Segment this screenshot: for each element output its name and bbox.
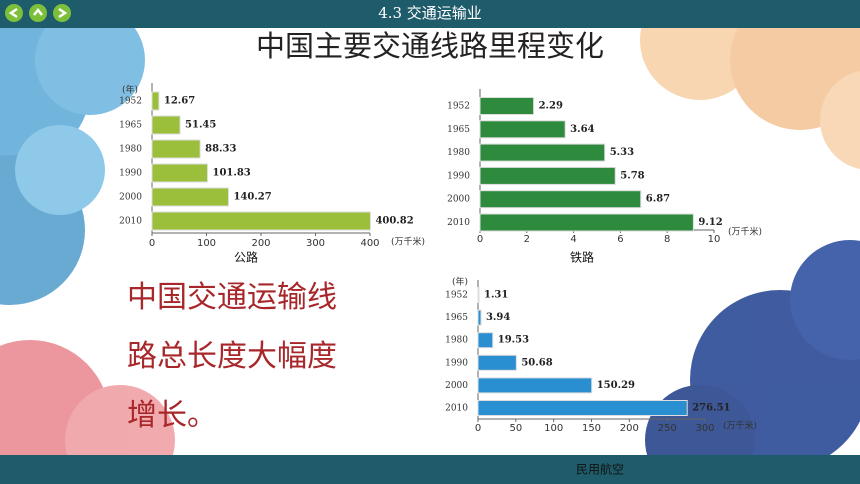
nav-home[interactable] [29,4,47,22]
y-tick-label: 1952 [445,291,468,301]
value-label: 2.29 [539,101,563,112]
value-label: 6.87 [646,194,670,205]
bar [479,213,694,232]
value-label: 12.67 [164,96,195,107]
x-tick-label: 100 [544,423,563,434]
nav-back[interactable] [5,4,23,22]
value-label: 140.27 [233,192,271,203]
bar [151,115,181,135]
value-label: 51.45 [185,120,216,131]
y-tick-label: 2000 [445,381,468,391]
x-tick-label: 100 [197,238,216,249]
bar [479,190,642,209]
bar [479,97,535,115]
x-tick-label: 10 [708,234,721,245]
y-tick-label: 1965 [119,121,142,131]
bar [151,163,208,183]
side-text: 中国交通运输线 路总长度大幅度 增长。 [127,268,337,445]
x-tick-label: 250 [658,423,677,434]
y-tick-label: 1980 [445,336,468,346]
y-tick-label: 1980 [119,145,142,155]
value-label: 5.78 [620,170,644,181]
x-tick-label: 300 [695,423,714,434]
bar [151,211,371,231]
chart-title: 民用航空 [576,462,624,477]
slide-title: 中国主要交通线路里程变化 [256,29,604,63]
bar [479,166,616,185]
value-label: 50.68 [521,357,552,368]
y-tick-label: 2000 [119,193,142,203]
value-label: 400.82 [375,216,413,227]
x-tick-label: 8 [664,234,670,245]
x-tick-label: 0 [149,238,155,249]
value-label: 3.64 [570,124,594,135]
y-tick-label: 1990 [119,169,142,179]
x-tick-label: 50 [509,423,522,434]
x-tick-label: 300 [306,238,325,249]
x-tick-label: 0 [475,423,481,434]
x-tick-label: 2 [524,234,530,245]
value-label: 150.29 [597,380,635,391]
side-line: 增长。 [127,398,217,433]
y-tick-label: 2000 [447,195,470,205]
x-tick-label: 4 [570,234,576,245]
value-label: 19.53 [498,335,529,346]
value-label: 101.83 [212,168,250,179]
bar [151,91,160,111]
y-tick-label: 2010 [445,404,468,414]
bar [477,400,688,416]
footer-bar [0,455,860,484]
side-line: 中国交通运输线 [127,280,337,315]
bar [477,332,494,349]
x-tick-label: 200 [251,238,270,249]
y-tick-label: 2010 [119,217,142,227]
value-label: 1.31 [484,290,508,301]
bar [479,143,606,162]
nav-buttons[interactable] [5,4,71,22]
y-axis-label: (年) [452,276,468,288]
x-axis-label: (万千米) [723,420,757,432]
x-tick-label: 6 [617,234,623,245]
chart-title: 公路 [234,250,258,265]
x-tick-label: 150 [582,423,601,434]
x-axis-label: (万千米) [391,236,425,248]
value-label: 3.94 [486,312,510,323]
x-tick-label: 0 [477,234,483,245]
header-title: 4.3 交通运输业 [378,4,482,22]
y-tick-label: 1965 [447,125,470,135]
header-bar [0,0,860,28]
chart-title: 铁路 [570,250,594,265]
y-tick-label: 1952 [447,102,470,112]
y-tick-label: 1980 [447,148,470,158]
bar [477,309,482,326]
bar [477,377,593,394]
bar [477,287,480,303]
y-tick-label: 1990 [447,171,470,181]
y-tick-label: 1965 [445,313,468,323]
x-axis-label: (万千米) [728,226,762,238]
value-label: 276.51 [692,403,730,414]
value-label: 5.33 [610,147,634,158]
y-tick-label: 1952 [119,97,142,107]
side-line: 路总长度大幅度 [127,339,337,374]
y-tick-label: 1990 [445,358,468,368]
bar [479,120,566,139]
bar [151,187,229,207]
nav-forward[interactable] [53,4,71,22]
bar [151,139,201,159]
value-label: 9.12 [698,217,722,228]
x-tick-label: 400 [360,238,379,249]
y-tick-label: 2010 [447,218,470,228]
x-tick-label: 200 [620,423,639,434]
y-axis-label: (年) [122,84,138,96]
value-label: 88.33 [205,144,236,155]
bar [477,354,517,371]
